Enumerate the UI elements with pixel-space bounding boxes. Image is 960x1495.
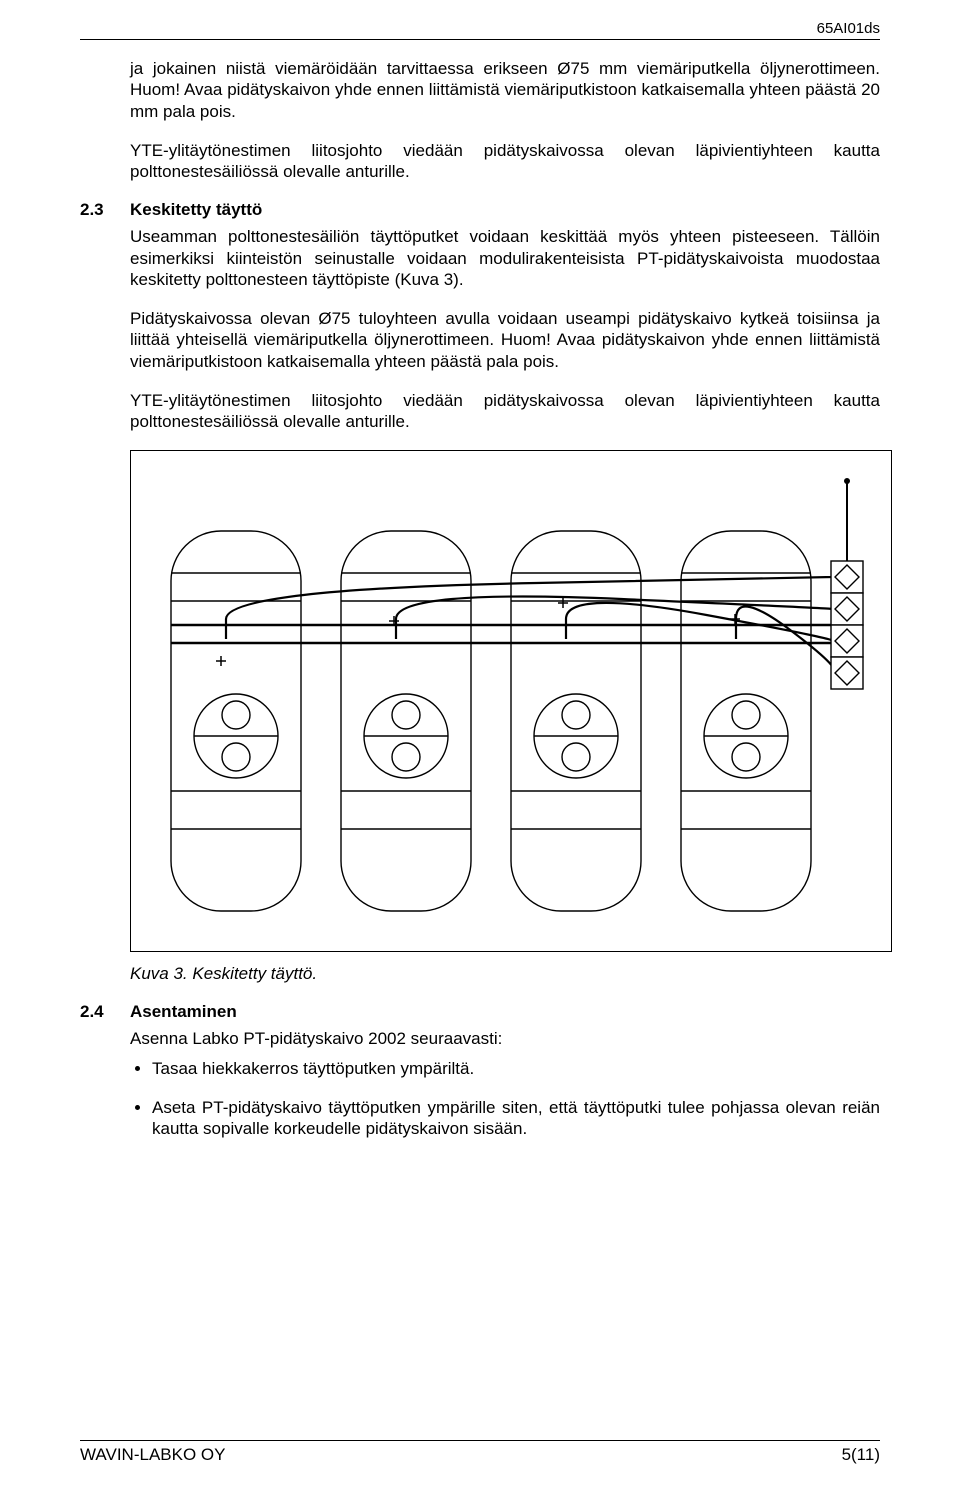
para-5: YTE-ylitäytönestimen liitosjohto viedään…	[130, 390, 880, 433]
section-2-3: 2.3 Keskitetty täyttö	[80, 200, 880, 220]
install-steps: Tasaa hiekkakerros täyttöputken ympärilt…	[130, 1058, 880, 1140]
para-3: Useamman polttonestesäiliön täyttöputket…	[130, 226, 880, 290]
header-doc-id: 65AI01ds	[80, 20, 880, 37]
figure-3-svg	[131, 451, 891, 951]
footer-rule	[80, 1440, 880, 1441]
figure-3-caption: Kuva 3. Keskitetty täyttö.	[130, 964, 880, 984]
page: 65AI01ds ja jokainen niistä viemäröidään…	[0, 0, 960, 1495]
section-2-4: 2.4 Asentaminen	[80, 1002, 880, 1022]
install-step-2: Aseta PT-pidätyskaivo täyttöputken ympär…	[152, 1097, 880, 1140]
section-title-2-4: Asentaminen	[130, 1002, 237, 1022]
section-num-2-4: 2.4	[80, 1002, 130, 1022]
header-rule	[80, 39, 880, 40]
para-1: ja jokainen niistä viemäröidään tarvitta…	[130, 58, 880, 122]
section-title-2-3: Keskitetty täyttö	[130, 200, 262, 220]
footer-company: WAVIN-LABKO OY	[80, 1445, 225, 1465]
para-4: Pidätyskaivossa olevan Ø75 tuloyhteen av…	[130, 308, 880, 372]
install-step-1: Tasaa hiekkakerros täyttöputken ympärilt…	[152, 1058, 880, 1079]
section-num-2-3: 2.3	[80, 200, 130, 220]
footer-page: 5(11)	[842, 1445, 880, 1465]
footer: WAVIN-LABKO OY 5(11)	[80, 1440, 880, 1465]
figure-3	[130, 450, 892, 952]
para-6: Asenna Labko PT-pidätyskaivo 2002 seuraa…	[130, 1028, 880, 1049]
para-2: YTE-ylitäytönestimen liitosjohto viedään…	[130, 140, 880, 183]
